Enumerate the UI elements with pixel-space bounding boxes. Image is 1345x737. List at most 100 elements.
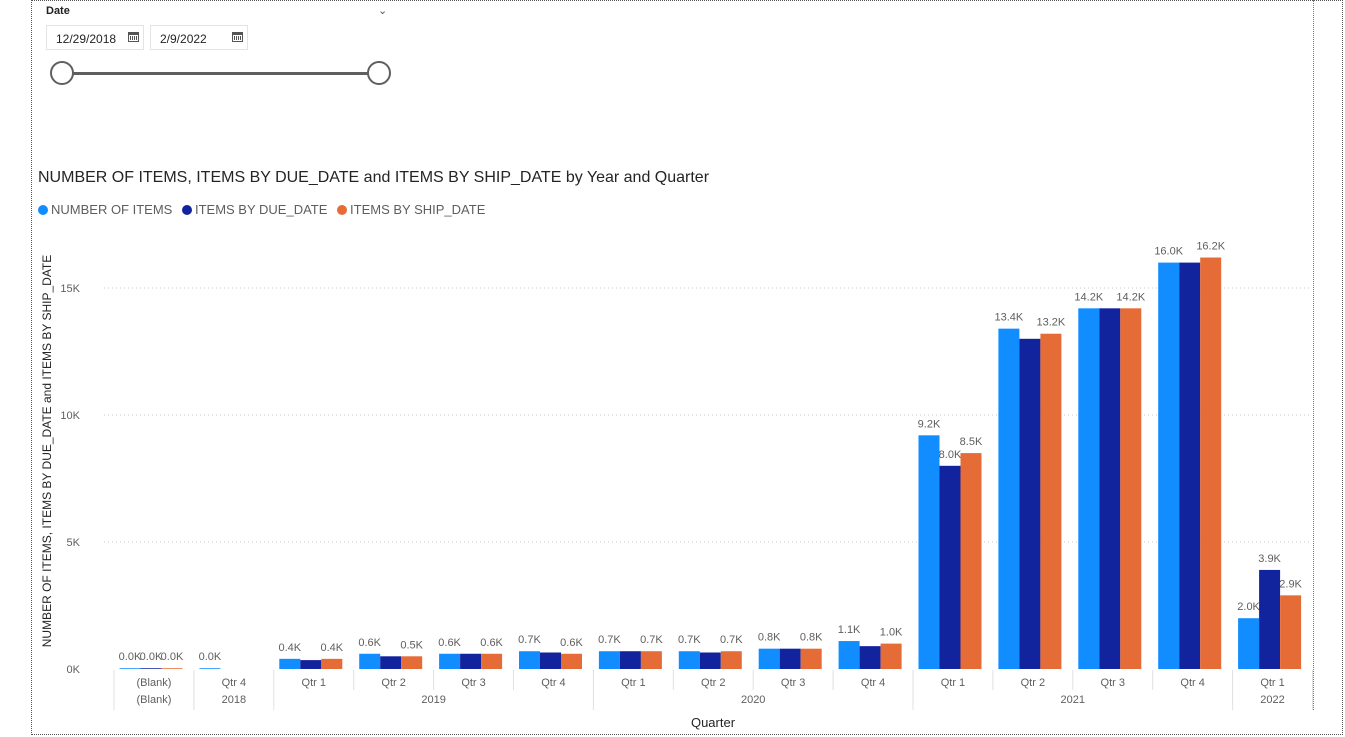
bar-number-of-items-5 xyxy=(519,651,540,669)
end-date-input[interactable]: 2/9/2022 xyxy=(150,25,248,50)
data-label: 14.2K xyxy=(1116,291,1145,303)
bar-number-of-items-13 xyxy=(1158,262,1180,669)
x-tick-label-quarter: Qtr 1 xyxy=(302,677,326,689)
slider-end-handle[interactable] xyxy=(367,61,391,85)
data-label: 2.0K xyxy=(1237,601,1260,613)
bar-items-by-ship-date-3 xyxy=(401,656,423,669)
bar-items-by-ship-date-2 xyxy=(321,658,343,669)
slicer-title: Date xyxy=(46,5,70,17)
bar-number-of-items-10 xyxy=(918,435,940,669)
x-tick-label-quarter: Qtr 4 xyxy=(541,677,565,689)
bar-items-by-ship-date-11 xyxy=(1040,333,1062,669)
data-label: 3.9K xyxy=(1258,553,1281,565)
x-tick-label-year: 2022 xyxy=(1260,694,1284,706)
bar-number-of-items-12 xyxy=(1078,308,1100,669)
bar-number-of-items-2 xyxy=(279,658,301,669)
bar-items-by-due-date-4 xyxy=(460,653,482,669)
data-label: 0.6K xyxy=(358,637,381,649)
date-range-slider-track[interactable] xyxy=(62,72,379,75)
data-label: 2.9K xyxy=(1279,578,1302,590)
bar-number-of-items-9 xyxy=(838,641,860,669)
data-label: 0.0K xyxy=(199,651,222,663)
x-tick-label-year: (Blank) xyxy=(137,694,172,706)
x-tick-label-year: 2021 xyxy=(1061,694,1085,706)
data-label: 0.7K xyxy=(598,634,621,646)
bar-items-by-due-date-2 xyxy=(300,660,322,669)
legend-item-items-by-ship-date[interactable]: ITEMS BY SHIP_DATE xyxy=(337,202,485,217)
data-label: 0.8K xyxy=(800,632,823,644)
report-canvas xyxy=(31,0,1343,735)
bar-items-by-due-date-14 xyxy=(1259,569,1281,669)
x-tick-label-quarter: Qtr 4 xyxy=(1180,677,1204,689)
data-label: 1.0K xyxy=(880,627,903,639)
data-label: 0.4K xyxy=(278,642,301,654)
bar-items-by-due-date-11 xyxy=(1019,338,1041,669)
data-label: 0.8K xyxy=(758,632,781,644)
bar-items-by-due-date-0 xyxy=(140,668,162,669)
bar-items-by-due-date-5 xyxy=(540,652,561,669)
data-label: 13.4K xyxy=(995,312,1024,324)
y-tick-label: 5K xyxy=(67,537,81,549)
y-axis-title: NUMBER OF ITEMS, ITEMS BY DUE_DATE and I… xyxy=(40,255,54,648)
bar-items-by-ship-date-8 xyxy=(800,648,822,669)
data-label: 0.7K xyxy=(518,634,541,646)
legend-dot xyxy=(38,205,48,215)
data-label: 0.0K xyxy=(140,651,163,663)
calendar-icon[interactable] xyxy=(232,32,243,42)
data-label: 9.2K xyxy=(918,418,941,430)
bar-items-by-due-date-13 xyxy=(1179,262,1201,669)
y-tick-label: 15K xyxy=(60,283,80,295)
legend-label: NUMBER OF ITEMS xyxy=(51,202,173,217)
chart-legend: NUMBER OF ITEMS ITEMS BY DUE_DATE ITEMS … xyxy=(38,202,491,217)
legend-item-items-by-due-date[interactable]: ITEMS BY DUE_DATE xyxy=(181,202,328,217)
bar-items-by-due-date-9 xyxy=(859,646,881,669)
x-tick-label-quarter: Qtr 1 xyxy=(941,677,965,689)
chart-title: NUMBER OF ITEMS, ITEMS BY DUE_DATE and I… xyxy=(38,169,710,186)
x-tick-label-year: 2019 xyxy=(421,694,445,706)
legend-dot xyxy=(181,205,192,215)
bar-items-by-ship-date-10 xyxy=(960,453,982,669)
x-tick-label-quarter: Qtr 4 xyxy=(222,677,246,689)
bar-items-by-due-date-8 xyxy=(779,648,801,669)
bar-number-of-items-7 xyxy=(678,651,700,669)
slider-start-handle[interactable] xyxy=(50,61,74,85)
bar-items-by-due-date-12 xyxy=(1099,308,1121,669)
legend-item-number-of-items[interactable]: NUMBER OF ITEMS xyxy=(38,202,172,217)
bar-number-of-items-8 xyxy=(758,648,780,669)
bar-items-by-due-date-6 xyxy=(619,651,641,669)
bar-items-by-ship-date-14 xyxy=(1280,595,1302,669)
x-tick-label-quarter: Qtr 3 xyxy=(1101,677,1125,689)
data-label: 0.7K xyxy=(720,634,743,646)
data-label: 14.2K xyxy=(1074,291,1103,303)
x-tick-label-quarter: (Blank) xyxy=(137,677,172,689)
bar-items-by-ship-date-6 xyxy=(640,651,662,669)
data-label: 0.6K xyxy=(480,637,503,649)
bar-items-by-ship-date-13 xyxy=(1200,257,1222,669)
x-tick-label-year: 2020 xyxy=(741,694,765,706)
data-label: 16.0K xyxy=(1154,246,1183,258)
legend-label: ITEMS BY SHIP_DATE xyxy=(350,202,486,217)
bar-items-by-ship-date-4 xyxy=(481,653,503,669)
y-tick-label: 0K xyxy=(67,664,81,676)
chevron-down-icon[interactable]: ⌄ xyxy=(378,5,388,17)
bar-items-by-ship-date-0 xyxy=(161,668,183,669)
bar-items-by-due-date-7 xyxy=(699,652,721,669)
data-label: 1.1K xyxy=(838,624,861,636)
x-tick-label-quarter: Qtr 3 xyxy=(781,677,805,689)
data-label: 0.4K xyxy=(320,642,343,654)
data-label: 13.2K xyxy=(1037,317,1066,329)
data-label: 16.2K xyxy=(1196,241,1225,253)
end-date-value: 2/9/2022 xyxy=(160,32,207,46)
data-label: 0.7K xyxy=(678,634,701,646)
calendar-icon[interactable] xyxy=(128,32,139,42)
x-axis-title: Quarter xyxy=(691,715,736,730)
bar-items-by-ship-date-9 xyxy=(880,643,902,669)
visual-border xyxy=(1313,0,1315,710)
legend-label: ITEMS BY DUE_DATE xyxy=(194,202,328,217)
bar-items-by-ship-date-12 xyxy=(1120,308,1142,669)
bar-number-of-items-0 xyxy=(119,668,141,669)
start-date-value: 12/29/2018 xyxy=(56,32,117,46)
start-date-input[interactable]: 12/29/2018 xyxy=(46,25,144,50)
x-tick-label-quarter: Qtr 2 xyxy=(1021,677,1045,689)
bar-number-of-items-1 xyxy=(199,668,221,669)
